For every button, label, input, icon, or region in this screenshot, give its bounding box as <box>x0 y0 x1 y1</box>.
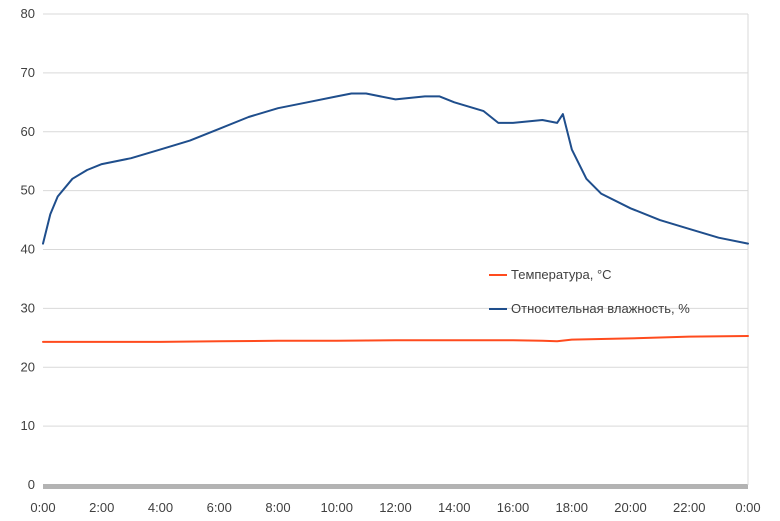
y-tick-label: 20 <box>21 359 35 374</box>
y-tick-label: 80 <box>21 6 35 21</box>
x-tick-label: 0:00 <box>30 500 55 515</box>
x-tick-label: 22:00 <box>673 500 706 515</box>
x-tick-label: 4:00 <box>148 500 173 515</box>
legend: Температура, °C Относительная влажность, … <box>489 267 690 316</box>
x-tick-label: 0:00 <box>735 500 760 515</box>
y-tick-label: 60 <box>21 124 35 139</box>
temperature-series-line <box>42 335 749 343</box>
x-axis-line <box>43 484 748 489</box>
series-lines <box>42 92 749 343</box>
x-tick-label: 18:00 <box>555 500 588 515</box>
x-tick-label: 8:00 <box>265 500 290 515</box>
x-tick-label: 20:00 <box>614 500 647 515</box>
humidity-series-line <box>42 92 749 245</box>
x-axis-ticks: 0:00 2:00 4:00 6:00 8:00 10:00 12:00 14:00 16:00… <box>30 500 760 515</box>
x-tick-label: 6:00 <box>207 500 232 515</box>
y-tick-label: 40 <box>21 242 35 257</box>
y-tick-label: 0 <box>28 477 35 492</box>
y-axis-ticks: 0 10 20 30 40 50 60 70 80 <box>21 6 35 492</box>
y-tick-label: 30 <box>21 300 35 315</box>
legend-label: Температура, °C <box>511 267 612 282</box>
y-tick-label: 70 <box>21 65 35 80</box>
y-tick-label: 10 <box>21 418 35 433</box>
x-tick-label: 14:00 <box>438 500 471 515</box>
x-tick-label: 2:00 <box>89 500 114 515</box>
x-tick-label: 10:00 <box>320 500 353 515</box>
x-tick-label: 16:00 <box>497 500 530 515</box>
legend-label: Относительная влажность, % <box>511 301 690 316</box>
gridlines <box>43 13 749 489</box>
y-tick-label: 50 <box>21 183 35 198</box>
x-tick-label: 12:00 <box>379 500 412 515</box>
